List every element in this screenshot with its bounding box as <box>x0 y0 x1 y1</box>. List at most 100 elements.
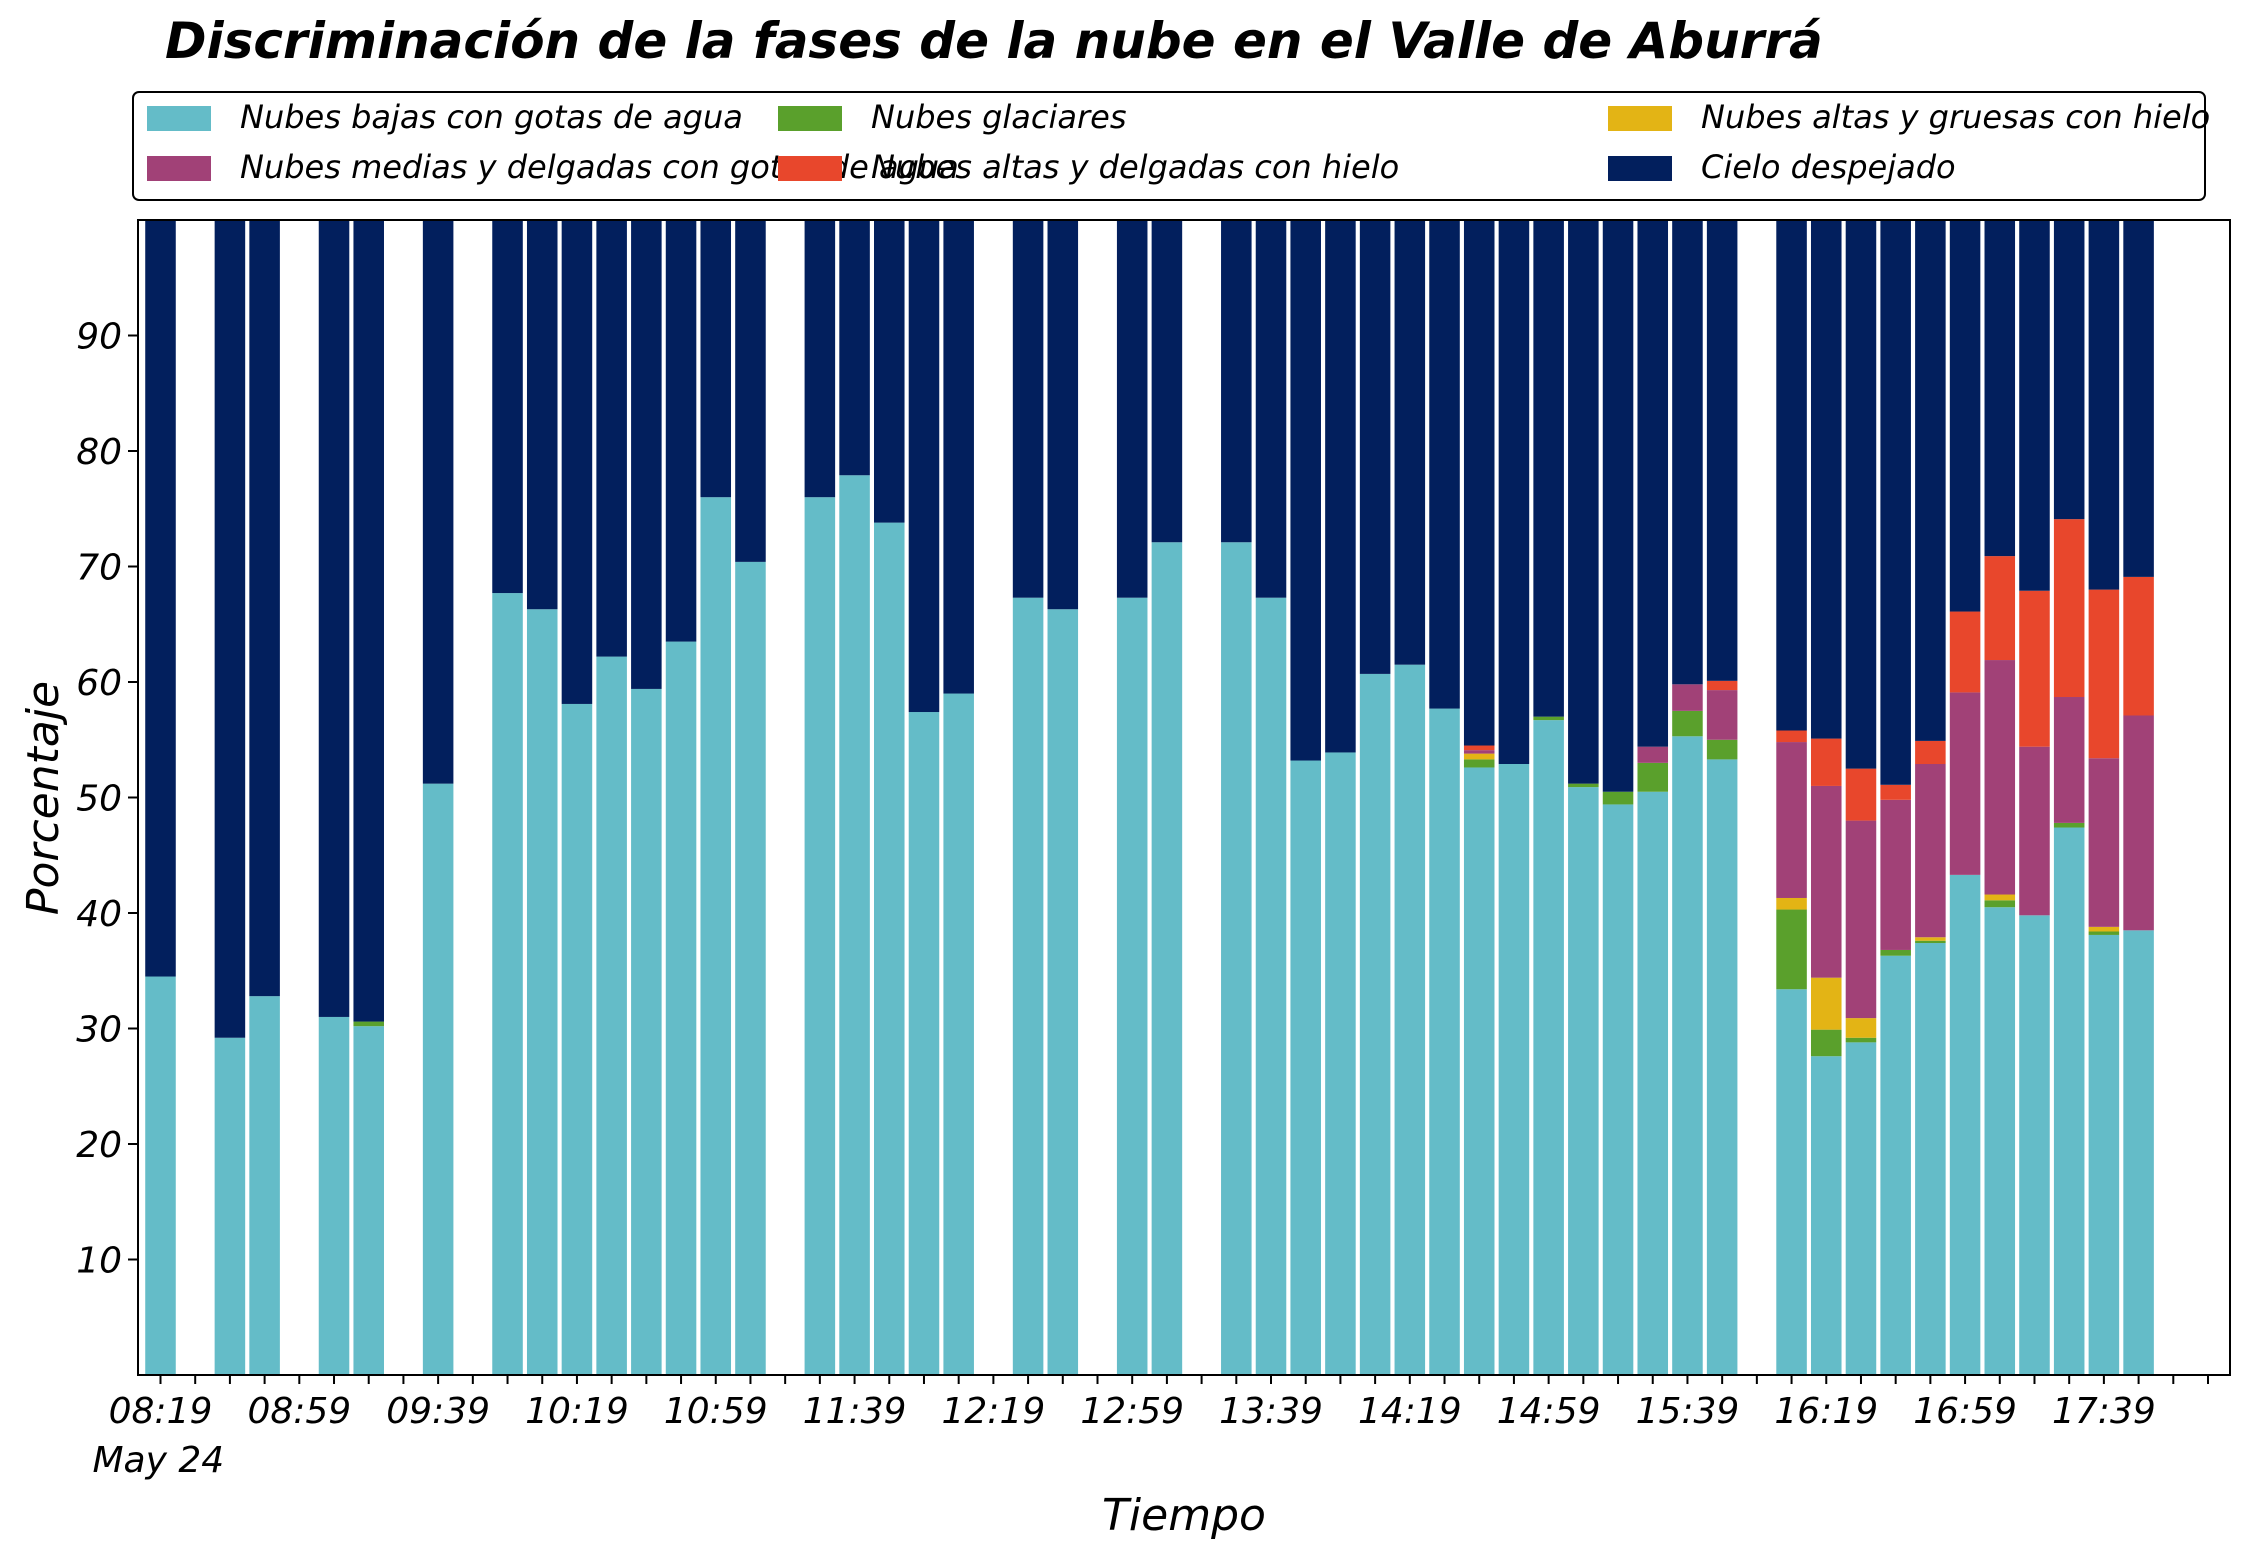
bar-segment <box>631 220 662 689</box>
x-axis-label: Tiempo <box>1102 1490 1266 1541</box>
bar-stack <box>1429 220 1460 1375</box>
bar-stack <box>908 220 940 1375</box>
bar-stack <box>2053 220 2085 1375</box>
bar-segment <box>1463 220 1495 746</box>
bar-segment <box>874 522 905 1375</box>
bar-segment <box>1880 955 1911 1375</box>
bar-segment <box>735 220 766 562</box>
bars <box>145 220 2154 1375</box>
bar-stack <box>804 220 836 1375</box>
bar-segment <box>2019 590 2050 747</box>
bar-stack <box>839 220 870 1375</box>
bar-segment <box>1810 1029 1842 1057</box>
chart-title: Discriminación de la fases de la nube en… <box>165 12 1823 70</box>
bar-segment <box>2053 697 2085 823</box>
bar-segment <box>1047 609 1079 1375</box>
bar-segment <box>1984 220 2016 557</box>
legend-item: Nubes altas y delgadas con hielo <box>778 148 1399 186</box>
bar-stack <box>1394 220 1426 1375</box>
bar-segment <box>1498 764 1530 1375</box>
bar-segment <box>2123 220 2154 577</box>
bar-segment <box>526 609 558 1375</box>
y-tick-label: 60 <box>76 663 122 704</box>
bar-segment <box>1915 940 1946 944</box>
bar-segment <box>804 220 836 498</box>
bar-segment <box>1568 783 1599 788</box>
bar-segment <box>561 220 593 704</box>
bar-stack <box>353 220 384 1375</box>
legend: Nubes bajas con gotas de agua Nubes glaci… <box>132 91 2210 201</box>
bar-segment <box>1949 611 1981 693</box>
bar-segment <box>665 220 697 642</box>
bar-stack <box>1845 220 1877 1375</box>
bar-segment <box>804 497 836 1375</box>
bar-segment <box>1429 708 1460 1375</box>
bar-segment <box>1151 220 1183 543</box>
bar-stack <box>1672 220 1703 1375</box>
bar-stack <box>631 220 662 1375</box>
bar-segment <box>1845 1037 1877 1043</box>
bar-segment <box>665 641 697 1375</box>
bar-segment <box>1845 220 1877 769</box>
bar-stack <box>318 220 350 1375</box>
bar-segment <box>735 561 766 1375</box>
bar-segment <box>700 497 732 1375</box>
bar-stack <box>249 220 280 1375</box>
bar-segment <box>1984 660 2016 895</box>
bar-segment <box>353 220 384 1022</box>
bar-stack <box>1568 220 1599 1375</box>
x-tick-label: 09:39 <box>386 1391 490 1432</box>
y-axis: 10 20 30 40 50 60 70 80 90 <box>76 317 138 1282</box>
bar-segment <box>1047 220 1079 610</box>
bar-segment <box>1602 220 1634 792</box>
bar-segment <box>1116 220 1148 598</box>
bar-stack <box>596 220 627 1375</box>
bar-stack <box>665 220 697 1375</box>
bar-segment <box>1984 907 2016 1375</box>
bar-segment <box>1706 680 1738 691</box>
bar-stack <box>1810 220 1842 1375</box>
bar-segment <box>249 220 280 997</box>
bar-stack <box>1255 220 1287 1375</box>
bar-segment <box>1463 750 1495 754</box>
bar-segment <box>1984 894 2016 901</box>
bar-stack <box>2019 220 2050 1375</box>
bar-segment <box>145 220 176 977</box>
bar-stack <box>1359 220 1391 1375</box>
bar-segment <box>2088 758 2120 927</box>
x-tick-label: 17:39 <box>2052 1391 2156 1432</box>
bar-segment <box>1672 220 1703 685</box>
bar-segment <box>1776 897 1807 910</box>
bar-segment <box>526 220 558 610</box>
bar-segment <box>1637 746 1669 763</box>
bar-segment <box>2053 519 2085 698</box>
y-tick-label: 40 <box>76 894 122 935</box>
bar-stack <box>1290 220 1321 1375</box>
bar-stack <box>943 220 974 1375</box>
x-tick-label: 10:19 <box>525 1391 629 1432</box>
x-tick-label: 14:19 <box>1358 1391 1462 1432</box>
y-tick-label: 30 <box>76 1010 122 1051</box>
bar-segment <box>596 656 627 1375</box>
bar-segment <box>839 220 870 476</box>
bar-segment <box>422 220 454 784</box>
x-tick-label: 16:19 <box>1774 1391 1878 1432</box>
bar-segment <box>1706 739 1738 760</box>
bar-segment <box>2088 934 2120 1375</box>
bar-segment <box>1255 597 1287 1375</box>
legend-label: Nubes altas y gruesas con hielo <box>1701 98 2210 136</box>
bar-segment <box>1672 684 1703 711</box>
bar-segment <box>561 703 593 1375</box>
x-axis: 08:19 08:59 09:39 10:19 10:59 11:39 12:19 12:59… <box>93 1375 2209 1481</box>
bar-stack <box>1706 220 1738 1375</box>
bar-segment <box>2053 827 2085 1375</box>
legend-frame <box>132 91 2206 201</box>
bar-segment <box>1949 874 1981 1375</box>
bar-segment <box>1880 784 1911 800</box>
bar-stack <box>1915 220 1946 1375</box>
legend-swatch <box>778 156 842 181</box>
bar-segment <box>1880 799 1911 950</box>
bar-stack <box>1776 220 1807 1375</box>
bar-segment <box>1776 989 1807 1375</box>
bar-segment <box>1810 738 1842 786</box>
